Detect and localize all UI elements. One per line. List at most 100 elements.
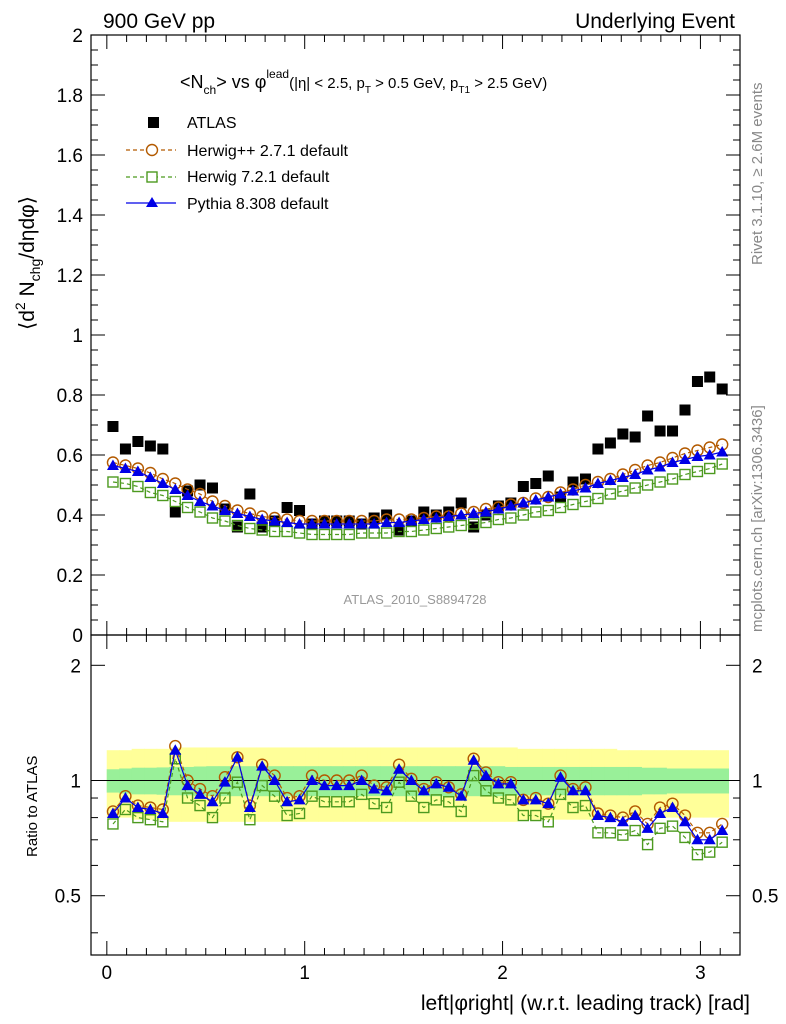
ratio-point: [243, 801, 256, 813]
ylabel-a: ⟨d: [16, 310, 39, 330]
data-point: [343, 528, 355, 541]
ratio-point: [417, 784, 430, 796]
data-point: [629, 482, 641, 494]
legend-entry-herwigpp: Herwig++ 2.7.1 default: [126, 143, 349, 160]
ratio-point: [567, 784, 580, 796]
ratio-point: [330, 779, 343, 791]
ratio-series-1: [107, 753, 728, 861]
title-cut-b-sub: T1: [458, 85, 470, 96]
ratio-point: [181, 792, 194, 804]
y-tick-label: 0.6: [57, 446, 83, 467]
ylabel-c: /dηdφ⟩: [16, 196, 39, 259]
data-point: [442, 510, 455, 521]
ratio-point: [691, 833, 704, 845]
ratio-point: [144, 803, 157, 814]
data-point: [430, 512, 443, 523]
ratio-point: [256, 760, 269, 771]
data-point: [381, 509, 393, 521]
data-point: [107, 421, 119, 432]
data-point: [119, 462, 132, 473]
ratio-point: [629, 824, 641, 837]
ratio-point: [554, 771, 567, 782]
ratio-point: [256, 779, 268, 792]
ratio-point: [268, 790, 281, 802]
data-point: [492, 513, 505, 526]
data-point: [119, 477, 132, 490]
data-point: [231, 519, 244, 532]
y-tick-label: 1.4: [57, 206, 84, 227]
ratio-point: [492, 792, 505, 804]
data-point: [529, 494, 542, 505]
ratio-point: [144, 813, 157, 826]
data-point: [306, 518, 319, 529]
ratio-point: [368, 783, 381, 794]
data-point: [405, 525, 418, 538]
data-point: [330, 518, 343, 529]
data-point: [194, 495, 207, 506]
axes: [90, 34, 741, 956]
ratio-point: [666, 820, 679, 832]
data-point: [119, 443, 131, 455]
data-point: [219, 515, 231, 527]
data-point: [169, 495, 181, 508]
data-point: [554, 488, 567, 499]
ratio-point: [617, 829, 629, 841]
ratio-point: [443, 796, 455, 808]
data-point: [393, 516, 406, 527]
data-point: [268, 525, 281, 538]
data-point: [604, 488, 617, 500]
ratio-band-inner-bin: [454, 766, 469, 797]
data-point: [256, 524, 268, 536]
y-tick-label: 0.4: [57, 506, 84, 527]
data-point: [505, 512, 517, 524]
ratio-band-inner-bin: [542, 766, 556, 796]
ratio-band-inner-bin: [243, 766, 257, 797]
ratio-point: [679, 831, 691, 844]
ratio-series-line: [112, 743, 723, 834]
ratio-point: [219, 792, 231, 804]
ratio-point: [430, 794, 442, 806]
data-point: [380, 516, 393, 527]
ratio-point: [331, 796, 343, 808]
title-cut-a-sub: T: [365, 85, 371, 96]
data-point: [679, 468, 691, 481]
data-point: [293, 518, 306, 529]
data-point: [467, 507, 480, 518]
data-point: [281, 516, 294, 527]
data-point: [592, 443, 604, 455]
ratio-point: [666, 801, 679, 813]
ratio-point: [641, 822, 654, 833]
tick-labels: 0 0.2 0.4 0.6 0.8 1 1.2 1.4 1.6 1.8 2 0 1 2 3 0.5 0.5 1 1 2…: [55, 26, 779, 984]
ratio-band-inner-bin: [653, 767, 667, 795]
data-point: [418, 524, 430, 536]
ratio-band-inner-bin: [591, 766, 605, 796]
title-cut-b: > 0.5 GeV, p: [371, 75, 458, 92]
collision-label: 900 GeV pp: [103, 10, 215, 33]
x-tick-label: 3: [695, 963, 706, 984]
ratio-point: [641, 838, 654, 851]
ratio-point: [132, 811, 144, 824]
data-point: [542, 504, 554, 517]
data-point: [604, 474, 617, 485]
ratio-point: [591, 809, 604, 821]
data-point: [616, 471, 629, 482]
data-point: [268, 515, 281, 526]
legend-marker-pythia: [146, 197, 158, 207]
data-point: [243, 510, 256, 521]
ratio-point: [604, 811, 617, 823]
data-point: [654, 476, 666, 488]
title-main-sup: lead: [266, 67, 289, 81]
legend-label-herwig7: Herwig 7.2.1 default: [187, 169, 330, 186]
data-point: [530, 506, 542, 518]
data-point: [206, 500, 219, 511]
ratio-point: [479, 769, 492, 781]
ratio-point: [517, 809, 530, 822]
data-point: [654, 425, 666, 437]
data-point: [703, 449, 716, 460]
data-point: [716, 458, 728, 470]
ratio-point: [293, 807, 306, 820]
x-tick-label: 1: [299, 963, 310, 984]
ratio-band-inner-bin: [479, 766, 493, 797]
ratio-point: [678, 815, 691, 827]
ratio-band-inner-bin: [616, 766, 630, 796]
